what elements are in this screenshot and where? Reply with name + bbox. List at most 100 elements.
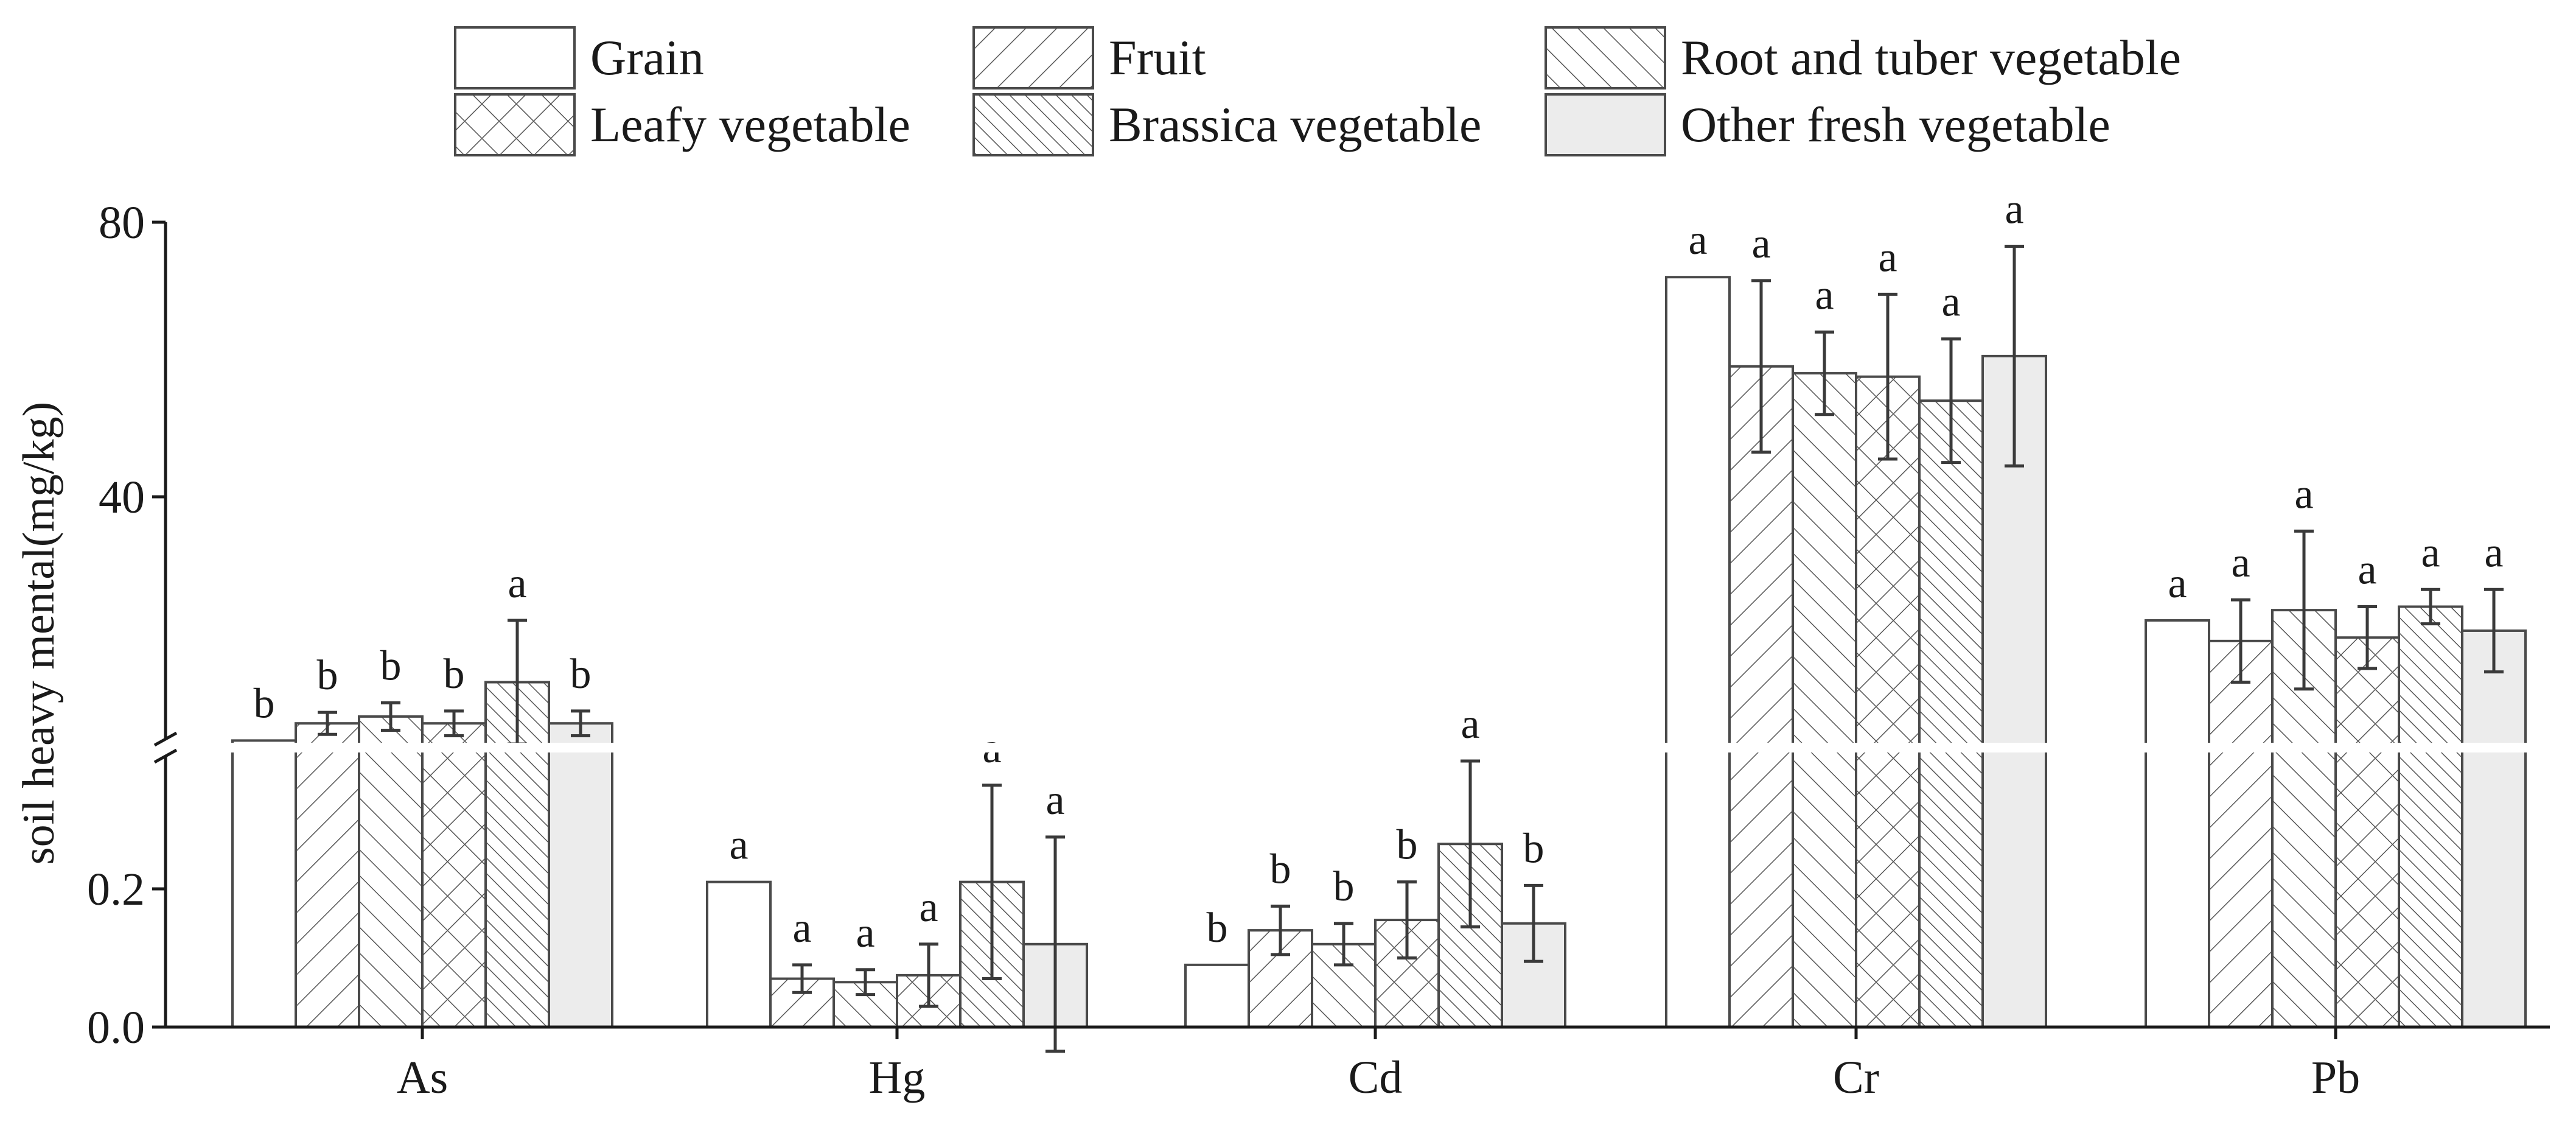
significance-label-hg-root-and-tuber-vegetable: a bbox=[856, 910, 874, 956]
significance-label-cd-grain: b bbox=[1207, 905, 1228, 952]
x-tick-label-pb: Pb bbox=[2311, 1052, 2360, 1103]
error-bar-pb-brassica-vegetable bbox=[2421, 588, 2440, 626]
error-bar-pb-leafy-vegetable bbox=[2358, 605, 2377, 670]
y-tick-label-upper-40: 40 bbox=[99, 472, 145, 523]
error-bar-cd-fruit bbox=[1271, 904, 1290, 956]
bars-layer bbox=[231, 276, 2527, 1029]
error-bar-cr-brassica-vegetable bbox=[1941, 337, 1961, 465]
x-tick-label-cr: Cr bbox=[1833, 1052, 1879, 1103]
error-bar-cd-leafy-vegetable bbox=[1397, 880, 1417, 959]
bar-cr-fruit bbox=[1728, 365, 1794, 1028]
significance-label-pb-leafy-vegetable: a bbox=[2358, 546, 2376, 593]
error-bar-as-fruit bbox=[318, 710, 337, 736]
legend-swatch-pattern bbox=[454, 93, 576, 156]
error-bar-as-other-fresh-vegetable bbox=[571, 709, 590, 737]
significance-label-cr-leafy-vegetable: a bbox=[1878, 234, 1897, 281]
bar-as-other-fresh-vegetable bbox=[548, 722, 613, 1028]
bar-cr-brassica-vegetable bbox=[1918, 399, 1984, 1028]
significance-label-cd-other-fresh-vegetable: b bbox=[1523, 825, 1545, 872]
legend-item-other-fresh-vegetable: Other fresh vegetable bbox=[1545, 93, 2110, 156]
significance-label-as-root-and-tuber-vegetable: b bbox=[380, 642, 402, 689]
significance-label-cr-root-and-tuber-vegetable: a bbox=[1815, 272, 1834, 318]
error-bar-pb-other-fresh-vegetable bbox=[2484, 588, 2504, 674]
legend-swatch bbox=[454, 26, 576, 89]
y-axis-label-group: soil heavy mental(mg/kg) bbox=[14, 402, 64, 865]
legend-item-root-and-tuber-vegetable: Root and tuber vegetable bbox=[1545, 26, 2181, 89]
bar-as-root-and-tuber-vegetable bbox=[358, 715, 424, 1029]
bar-as-leafy-vegetable bbox=[421, 722, 487, 1028]
ticks-layer: 0.0 0.2 40 80 bbox=[87, 197, 166, 1053]
error-bar-cr-root-and-tuber-vegetable bbox=[1815, 330, 1834, 416]
bar-cr-leafy-vegetable bbox=[1855, 375, 1921, 1028]
error-bar-cr-leafy-vegetable bbox=[1878, 292, 1897, 461]
legend-swatch-pattern bbox=[972, 93, 1094, 156]
legend-swatch-pattern bbox=[972, 26, 1094, 89]
bar-as-fruit bbox=[295, 722, 360, 1028]
error-bar-hg-leafy-vegetable bbox=[919, 942, 938, 1008]
error-bar-hg-root-and-tuber-vegetable bbox=[856, 968, 875, 997]
error-bar-pb-root-and-tuber-vegetable bbox=[2294, 529, 2314, 691]
legend-label: Grain bbox=[590, 30, 704, 85]
error-bar-cd-other-fresh-vegetable bbox=[1524, 883, 1543, 963]
significance-label-pb-grain: a bbox=[2168, 560, 2187, 607]
error-bar-cr-fruit bbox=[1751, 279, 1771, 454]
legend: Grain Fruit Root and tuber vegetable Leafy … bbox=[454, 26, 2181, 156]
significance-label-cr-brassica-vegetable: a bbox=[1941, 279, 1960, 326]
error-bar-as-leafy-vegetable bbox=[444, 709, 464, 737]
significance-label-as-other-fresh-vegetable: b bbox=[570, 651, 592, 698]
category-labels-layer: As Hg Cd Cr Pb bbox=[397, 1027, 2360, 1103]
bar-cr-other-fresh-vegetable bbox=[1981, 354, 2047, 1028]
bar-hg-grain bbox=[706, 880, 772, 1029]
significance-label-pb-fruit: a bbox=[2231, 539, 2250, 586]
bar-as-grain bbox=[231, 739, 297, 1028]
significance-label-as-leafy-vegetable: b bbox=[444, 651, 465, 698]
significance-labels-layer: bbbbabaaaaaabbbbabaaaaaaaaaaaa bbox=[254, 186, 2504, 956]
significance-label-cd-fruit: b bbox=[1270, 846, 1291, 893]
legend-label: Other fresh vegetable bbox=[1681, 97, 2110, 152]
significance-label-cr-other-fresh-vegetable: a bbox=[2005, 186, 2023, 233]
legend-item-leafy-vegetable: Leafy vegetable bbox=[454, 93, 910, 156]
y-tick-label-lower-0-0: 0.0 bbox=[87, 1002, 145, 1053]
axis-break-mark-lower bbox=[153, 748, 178, 764]
legend-label: Brassica vegetable bbox=[1109, 97, 1481, 152]
significance-label-as-grain: b bbox=[254, 680, 275, 727]
significance-label-hg-fruit: a bbox=[792, 905, 811, 952]
legend-item-brassica-vegetable: Brassica vegetable bbox=[972, 93, 1481, 156]
error-bar-hg-brassica-vegetable bbox=[982, 784, 1002, 981]
significance-label-pb-root-and-tuber-vegetable: a bbox=[2294, 471, 2313, 517]
error-bar-as-root-and-tuber-vegetable bbox=[381, 701, 400, 732]
bar-pb-grain bbox=[2145, 619, 2210, 1028]
bar-pb-leafy-vegetable bbox=[2334, 636, 2400, 1029]
significance-label-cd-brassica-vegetable: a bbox=[1461, 701, 1479, 748]
bar-cr-root-and-tuber-vegetable bbox=[1792, 372, 1857, 1028]
y-axis-label: soil heavy mental(mg/kg) bbox=[14, 402, 64, 865]
error-bar-cr-other-fresh-vegetable bbox=[2005, 244, 2024, 468]
y-tick-label-upper-80: 80 bbox=[99, 197, 145, 248]
error-bar-pb-fruit bbox=[2231, 598, 2250, 684]
x-tick-label-as: As bbox=[397, 1052, 448, 1103]
bar-pb-fruit bbox=[2208, 639, 2274, 1028]
legend-label: Root and tuber vegetable bbox=[1681, 30, 2181, 85]
bar-pb-brassica-vegetable bbox=[2398, 605, 2463, 1028]
significance-label-cr-grain: a bbox=[1688, 217, 1707, 264]
error-bar-hg-fruit bbox=[792, 963, 812, 994]
legend-label: Fruit bbox=[1109, 30, 1206, 85]
significance-label-pb-other-fresh-vegetable: a bbox=[2484, 529, 2503, 576]
axis-break-mark-upper bbox=[153, 731, 178, 747]
significance-label-cd-root-and-tuber-vegetable: b bbox=[1333, 863, 1355, 910]
bar-cd-grain bbox=[1184, 963, 1250, 1028]
error-bar-hg-other-fresh-vegetable bbox=[1045, 835, 1065, 1053]
significance-label-hg-other-fresh-vegetable: a bbox=[1045, 777, 1064, 824]
legend-swatch-pattern bbox=[1545, 26, 1666, 89]
axes-layer bbox=[153, 222, 2552, 1029]
x-tick-label-cd: Cd bbox=[1349, 1052, 1403, 1103]
error-bars-layer bbox=[318, 244, 2504, 1053]
significance-label-as-brassica-vegetable: a bbox=[508, 560, 526, 607]
significance-label-pb-brassica-vegetable: a bbox=[2421, 529, 2440, 576]
significance-label-as-fruit: b bbox=[317, 652, 338, 699]
bar-pb-other-fresh-vegetable bbox=[2461, 629, 2527, 1028]
legend-label: Leafy vegetable bbox=[590, 97, 910, 152]
significance-label-cr-fruit: a bbox=[1751, 220, 1770, 267]
axis-break-gap bbox=[167, 743, 2552, 752]
